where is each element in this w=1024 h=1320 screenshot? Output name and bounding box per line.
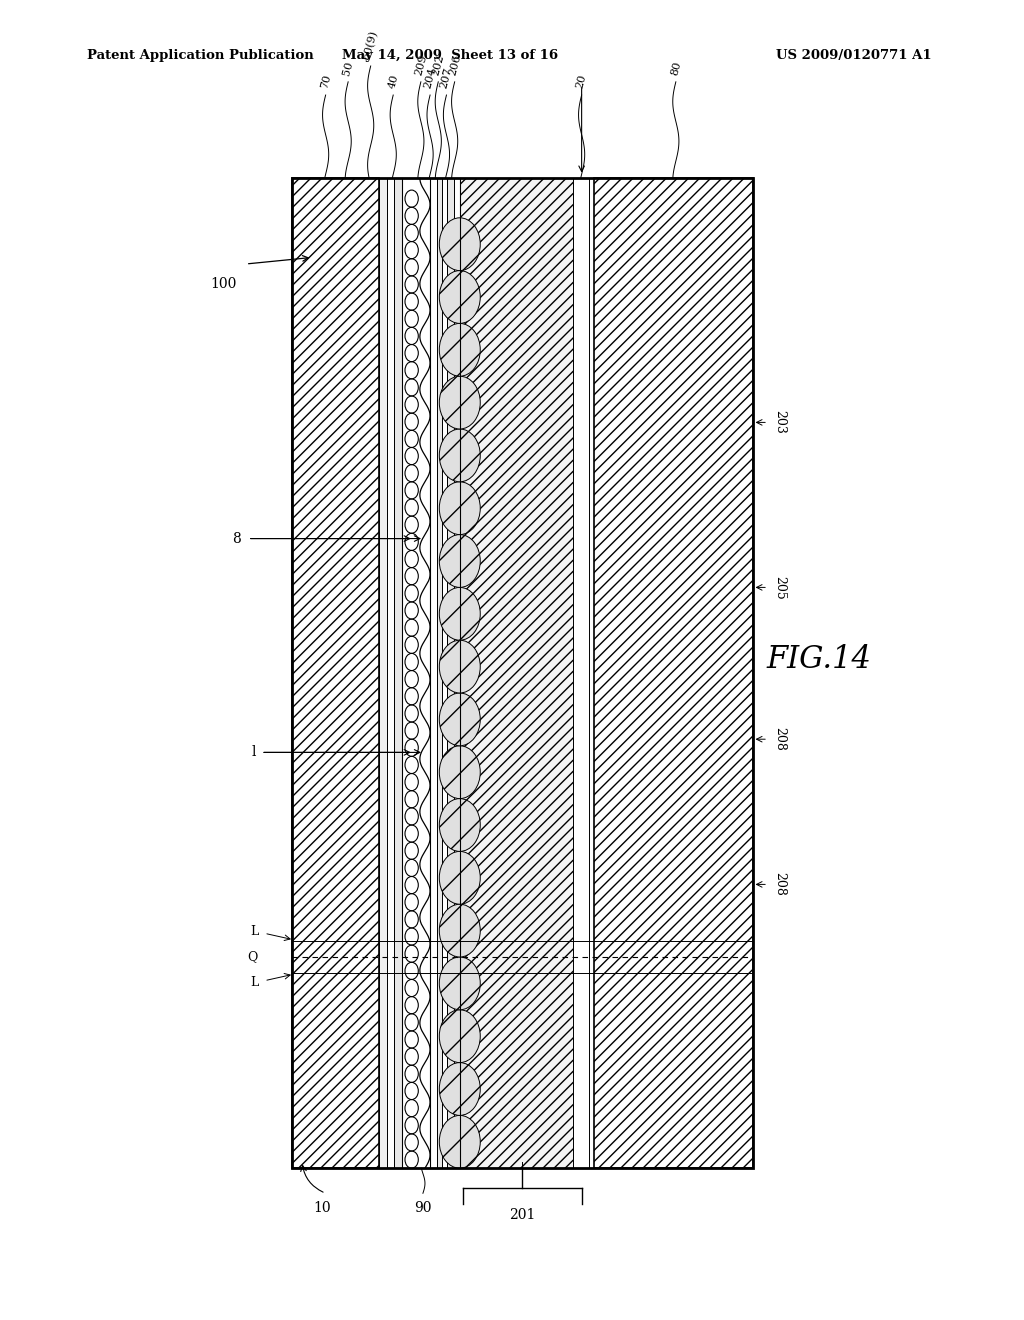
Text: FIG.14: FIG.14 [767,644,871,676]
Bar [447,178,454,1168]
Text: May 14, 2009  Sheet 13 of 16: May 14, 2009 Sheet 13 of 16 [342,49,559,62]
Circle shape [439,640,480,693]
Circle shape [439,851,480,904]
Circle shape [439,799,480,851]
Circle shape [439,587,480,640]
Text: 80: 80 [669,61,683,77]
Circle shape [439,218,480,271]
Bar [442,178,447,1168]
Bar [573,178,589,1168]
Circle shape [439,1063,480,1115]
Text: 90: 90 [414,1201,432,1216]
Bar [292,178,379,1168]
Circle shape [439,271,480,323]
Text: 20: 20 [574,74,589,90]
Bar [437,178,442,1168]
Text: 60(9): 60(9) [361,29,380,61]
Bar [292,178,753,1168]
Circle shape [439,376,480,429]
Text: Q: Q [248,950,258,964]
Text: 201: 201 [509,1208,536,1222]
Bar [460,178,573,1168]
Text: L: L [250,925,258,939]
Bar [402,178,435,1168]
Bar [379,178,387,1168]
Text: 208: 208 [773,873,786,896]
Text: 205: 205 [773,576,786,599]
Bar [454,178,460,1168]
Bar [394,178,402,1168]
Bar [430,178,437,1168]
Bar [387,178,394,1168]
Text: 8: 8 [231,532,241,545]
Circle shape [439,1010,480,1063]
Circle shape [439,746,480,799]
Circle shape [439,904,480,957]
Circle shape [439,482,480,535]
Text: 100: 100 [210,277,237,290]
Circle shape [439,429,480,482]
Circle shape [439,535,480,587]
Text: 50: 50 [341,61,355,77]
Circle shape [439,957,480,1010]
Text: 208: 208 [773,727,786,751]
Bar [594,178,753,1168]
Text: US 2009/0120771 A1: US 2009/0120771 A1 [776,49,932,62]
Text: 203: 203 [773,411,786,434]
Text: 70: 70 [318,74,333,90]
Text: l: l [252,746,256,759]
Text: 207: 207 [439,66,454,90]
Circle shape [439,693,480,746]
Text: 209: 209 [414,53,428,77]
Text: 204: 204 [423,66,437,90]
Text: 206: 206 [447,53,462,77]
Text: L: L [250,975,258,989]
Circle shape [439,1115,480,1168]
Text: 202: 202 [431,53,445,77]
Text: 40: 40 [386,74,400,90]
Circle shape [439,323,480,376]
Text: Patent Application Publication: Patent Application Publication [87,49,313,62]
Text: 10: 10 [313,1201,332,1216]
